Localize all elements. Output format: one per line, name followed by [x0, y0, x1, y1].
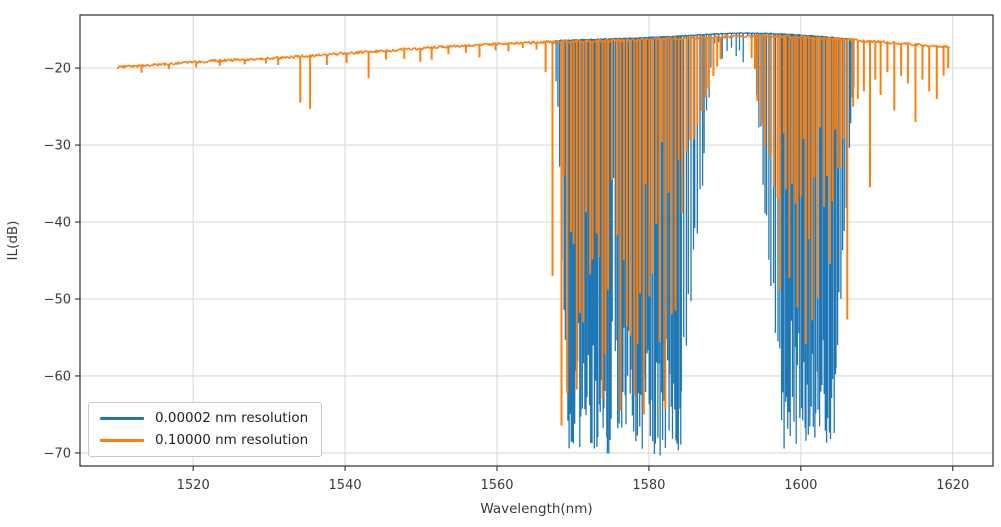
legend-line-sample-blue [100, 416, 144, 420]
legend: 0.00002 nm resolution 0.10000 nm resolut… [88, 402, 323, 457]
y-tick-label: −20 [44, 62, 71, 77]
plot-border [79, 14, 994, 467]
y-axis-ticks: −20 −30 −40 −50 −60 −70 [44, 62, 80, 461]
x-tick-label: 1560 [480, 478, 513, 493]
x-axis-ticks: 1520 1540 1560 1580 1600 1620 [177, 466, 969, 493]
grid-lines [80, 15, 993, 466]
x-tick-label: 1600 [784, 478, 817, 493]
x-tick-label: 1620 [936, 478, 969, 493]
y-tick-label: −70 [44, 446, 71, 461]
legend-label: 0.00002 nm resolution [155, 410, 309, 426]
legend-label: 0.10000 nm resolution [155, 431, 309, 448]
y-axis-label: IL(dB) [5, 221, 21, 261]
x-tick-label: 1580 [632, 478, 665, 493]
y-tick-label: −60 [44, 369, 71, 384]
legend-line-sample-orange [100, 438, 144, 442]
x-tick-label: 1540 [329, 478, 362, 493]
x-tick-label: 1520 [177, 478, 210, 493]
plot-series [116, 32, 951, 456]
legend-item-low-resolution: 0.10000 nm resolution [100, 431, 309, 448]
x-axis-label: Wavelength(nm) [480, 501, 592, 517]
legend-item-high-resolution: 0.00002 nm resolution [100, 411, 308, 426]
y-tick-label: −40 [44, 216, 71, 231]
y-tick-label: −30 [44, 139, 71, 154]
y-tick-label: −50 [44, 292, 71, 307]
